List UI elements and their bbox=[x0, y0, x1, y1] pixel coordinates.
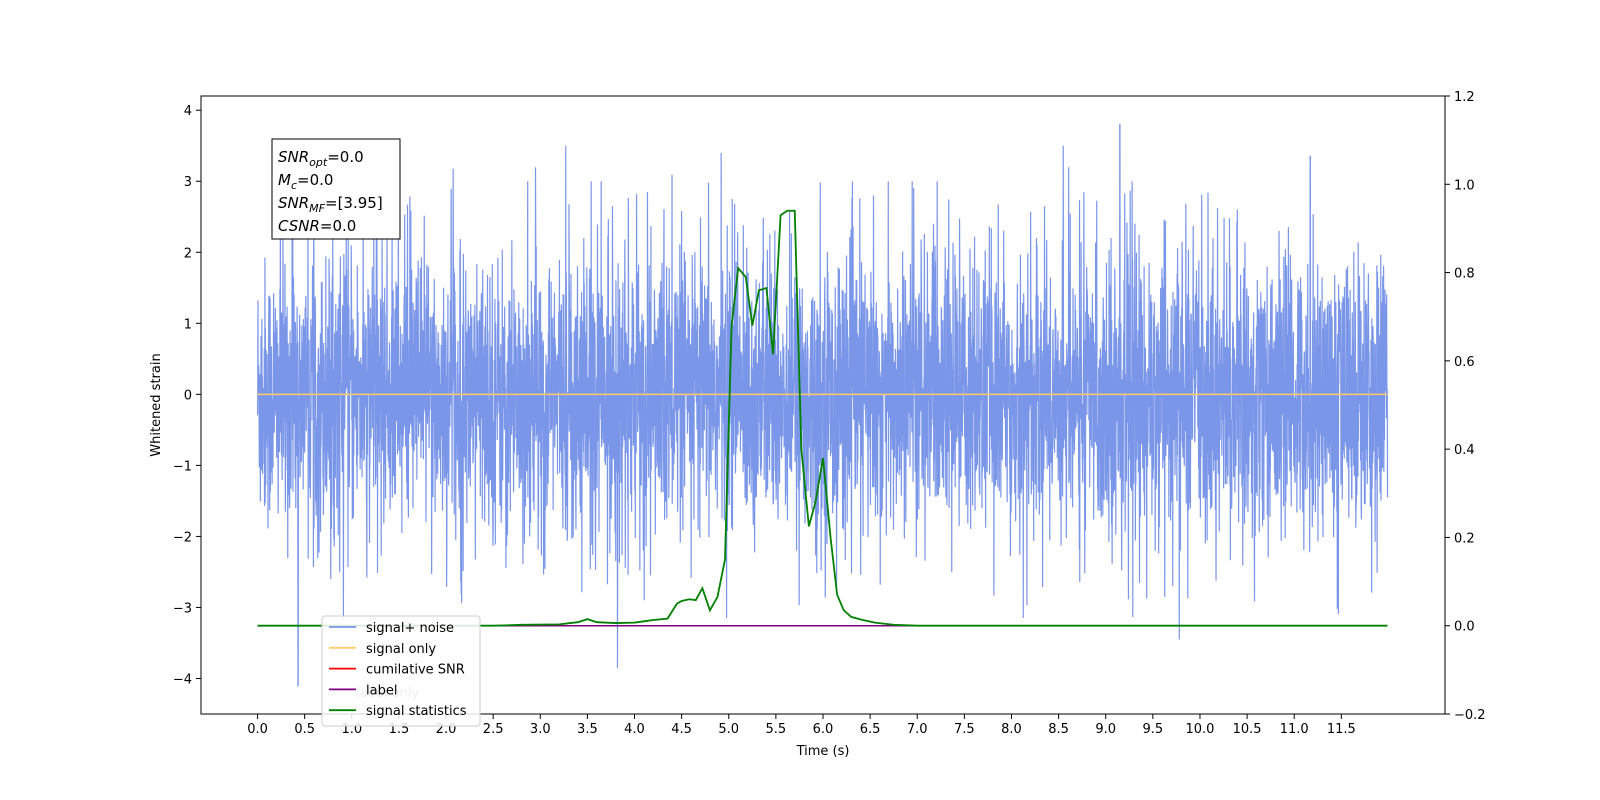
y-tick-label: −4 bbox=[173, 672, 192, 687]
x-tick-label: 7.5 bbox=[954, 722, 975, 737]
y2-tick-label: 0.8 bbox=[1454, 267, 1475, 282]
x-tick-label: 6.0 bbox=[813, 722, 834, 737]
annotation-symbol: M bbox=[278, 171, 291, 189]
x-tick-label: 10.0 bbox=[1185, 722, 1214, 737]
x-tick-label: 11.0 bbox=[1280, 722, 1309, 737]
x-tick-label: 8.5 bbox=[1048, 722, 1069, 737]
y-tick-label: 4 bbox=[184, 104, 192, 119]
x-tick-label: 11.5 bbox=[1327, 722, 1356, 737]
y-tick-label: −3 bbox=[173, 601, 192, 616]
y-tick-label: −1 bbox=[173, 459, 192, 474]
legend-label: signal+ noise bbox=[366, 621, 454, 636]
y2-tick-label: 0.0 bbox=[1454, 620, 1475, 635]
legend-label: label bbox=[366, 683, 397, 698]
x-tick-label: 0.5 bbox=[294, 722, 315, 737]
x-axis-label: Time (s) bbox=[796, 744, 850, 759]
x-tick-label: 5.5 bbox=[766, 722, 787, 737]
y-tick-label: 3 bbox=[184, 175, 192, 190]
y-axis-left: 4 3 2 1 0 −1 −2 −3 −4 bbox=[173, 104, 201, 687]
y-tick-label: 0 bbox=[184, 388, 192, 403]
legend-label: cumilative SNR bbox=[366, 663, 465, 678]
y2-tick-label: 1.2 bbox=[1454, 90, 1475, 105]
x-tick-label: 9.0 bbox=[1095, 722, 1116, 737]
x-tick-label: 8.0 bbox=[1001, 722, 1022, 737]
annotation-subscript: opt bbox=[309, 156, 328, 169]
signal-plus-noise-line bbox=[256, 123, 1389, 687]
y2-tick-label: 0.6 bbox=[1454, 355, 1475, 370]
annotation-symbol: SNR bbox=[278, 194, 309, 212]
annotation-value: =0.0 bbox=[327, 148, 363, 166]
annotation-subscript: c bbox=[291, 179, 297, 192]
x-tick-label: 0.0 bbox=[247, 722, 268, 737]
x-tick-label: 4.5 bbox=[671, 722, 692, 737]
legend-frame bbox=[321, 615, 481, 727]
y-axis-label: Whitened strain bbox=[149, 353, 164, 456]
x-tick-label: 3.0 bbox=[530, 722, 551, 737]
x-tick-label: 9.5 bbox=[1143, 722, 1164, 737]
x-tick-label: 4.0 bbox=[624, 722, 645, 737]
annotation-line: Mc=0.0 bbox=[278, 171, 333, 192]
annotation-box-frame bbox=[271, 138, 401, 240]
legend-label: signal only bbox=[366, 642, 436, 657]
annotation-line: SNRMF=[3.95] bbox=[278, 194, 383, 215]
x-tick-label: 5.0 bbox=[718, 722, 739, 737]
y2-tick-label: 0.2 bbox=[1454, 531, 1475, 546]
x-tick-label: 6.5 bbox=[860, 722, 881, 737]
y2-tick-label: 0.4 bbox=[1454, 443, 1475, 458]
y2-tick-label: 1.0 bbox=[1454, 178, 1475, 193]
y-tick-label: −2 bbox=[173, 530, 192, 545]
x-tick-label: 7.0 bbox=[907, 722, 928, 737]
x-tick-label: 2.5 bbox=[483, 722, 504, 737]
x-tick-label: 10.5 bbox=[1233, 722, 1262, 737]
signal-statistics-line bbox=[257, 209, 1388, 627]
legend-label: signal statistics bbox=[366, 704, 467, 719]
y-axis-right: 1.2 1.0 0.8 0.6 0.4 0.2 0.0 −0.2 bbox=[1445, 90, 1486, 723]
annotation-line: SNRopt=0.0 bbox=[278, 148, 364, 169]
annotation-value: =0.0 bbox=[320, 217, 356, 235]
annotation-symbol: SNR bbox=[278, 148, 309, 166]
signal-plus-noise-series bbox=[256, 123, 1389, 687]
annotation-symbol: CSNR bbox=[278, 217, 320, 235]
y-tick-label: 2 bbox=[184, 246, 192, 261]
annotation-line: CSNR=0.0 bbox=[278, 217, 356, 235]
annotation-subscript: MF bbox=[309, 202, 325, 215]
y-tick-label: 1 bbox=[184, 317, 192, 332]
x-tick-label: 3.5 bbox=[577, 722, 598, 737]
annotation-value: =0.0 bbox=[297, 171, 333, 189]
annotation-value: =[3.95] bbox=[325, 194, 383, 212]
y2-tick-label: −0.2 bbox=[1454, 708, 1486, 723]
